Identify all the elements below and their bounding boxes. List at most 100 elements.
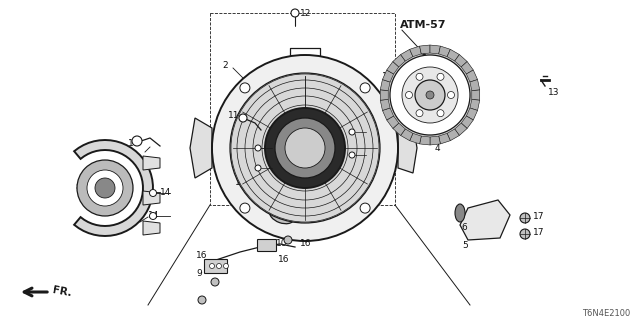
Polygon shape	[410, 46, 421, 57]
Text: 1: 1	[258, 164, 264, 172]
Circle shape	[150, 189, 157, 196]
Polygon shape	[439, 133, 451, 144]
Circle shape	[406, 92, 413, 99]
Polygon shape	[143, 156, 160, 170]
FancyBboxPatch shape	[205, 260, 227, 274]
Polygon shape	[439, 46, 451, 57]
Circle shape	[415, 80, 445, 110]
Polygon shape	[467, 108, 477, 120]
Text: 3: 3	[278, 207, 284, 217]
Circle shape	[230, 73, 380, 223]
Circle shape	[150, 212, 157, 220]
Polygon shape	[387, 116, 399, 128]
FancyBboxPatch shape	[257, 239, 276, 252]
Ellipse shape	[455, 204, 465, 222]
Text: 13: 13	[548, 87, 559, 97]
Polygon shape	[393, 123, 405, 135]
Polygon shape	[467, 70, 477, 82]
Polygon shape	[430, 45, 440, 54]
Circle shape	[402, 67, 458, 123]
Polygon shape	[380, 100, 390, 110]
Text: 14: 14	[160, 188, 172, 196]
Circle shape	[416, 110, 423, 117]
Polygon shape	[401, 49, 413, 61]
Circle shape	[132, 136, 142, 146]
Text: 18: 18	[382, 71, 394, 81]
Circle shape	[380, 45, 480, 145]
Circle shape	[240, 83, 250, 93]
Circle shape	[416, 73, 423, 80]
Circle shape	[209, 263, 214, 268]
Text: 2: 2	[222, 60, 228, 69]
Circle shape	[520, 213, 530, 223]
Polygon shape	[461, 61, 474, 74]
Text: 12: 12	[300, 9, 312, 18]
Polygon shape	[401, 129, 413, 141]
Text: 17: 17	[533, 228, 545, 236]
Text: FR.: FR.	[52, 285, 73, 299]
Circle shape	[77, 160, 133, 216]
Circle shape	[275, 118, 335, 178]
Text: 14: 14	[148, 211, 159, 220]
Polygon shape	[143, 191, 160, 205]
Text: 11: 11	[228, 110, 239, 119]
Circle shape	[349, 129, 355, 135]
Text: 6: 6	[461, 222, 467, 231]
Circle shape	[211, 278, 219, 286]
Circle shape	[437, 73, 444, 80]
Circle shape	[87, 170, 123, 206]
Text: 5: 5	[462, 241, 468, 250]
Polygon shape	[460, 200, 510, 240]
Circle shape	[95, 178, 115, 198]
Circle shape	[520, 229, 530, 239]
Text: 10: 10	[276, 238, 287, 247]
Polygon shape	[447, 129, 460, 141]
Circle shape	[285, 128, 325, 168]
Text: 15: 15	[235, 178, 246, 187]
Polygon shape	[420, 45, 430, 54]
Polygon shape	[430, 136, 440, 145]
Text: ATM-57: ATM-57	[400, 20, 447, 30]
Polygon shape	[143, 221, 160, 235]
Circle shape	[198, 296, 206, 304]
Text: T6N4E2100: T6N4E2100	[582, 309, 630, 318]
Circle shape	[447, 92, 454, 99]
Polygon shape	[383, 108, 394, 120]
Circle shape	[223, 263, 228, 268]
Circle shape	[284, 236, 292, 244]
Text: 1: 1	[363, 125, 369, 134]
Circle shape	[216, 263, 221, 268]
Text: 16: 16	[278, 255, 289, 265]
Polygon shape	[461, 116, 474, 128]
Polygon shape	[410, 133, 421, 144]
Circle shape	[360, 83, 370, 93]
Text: 7: 7	[458, 205, 464, 214]
Ellipse shape	[269, 206, 294, 224]
Polygon shape	[387, 61, 399, 74]
Circle shape	[265, 108, 345, 188]
Text: 14: 14	[128, 139, 140, 148]
Polygon shape	[383, 70, 394, 82]
Polygon shape	[380, 90, 388, 100]
Text: 16: 16	[300, 238, 312, 247]
Polygon shape	[398, 123, 417, 173]
Text: 9: 9	[196, 268, 202, 277]
Polygon shape	[454, 123, 467, 135]
Circle shape	[239, 114, 247, 122]
Circle shape	[349, 152, 355, 158]
Circle shape	[360, 203, 370, 213]
Text: 15: 15	[235, 156, 246, 164]
Text: 16: 16	[196, 251, 207, 260]
Polygon shape	[190, 118, 212, 178]
Polygon shape	[74, 140, 153, 236]
Text: 4: 4	[435, 143, 440, 153]
Polygon shape	[447, 49, 460, 61]
Polygon shape	[470, 80, 480, 91]
Text: 1: 1	[363, 148, 369, 156]
Circle shape	[212, 55, 398, 241]
Circle shape	[426, 91, 434, 99]
Circle shape	[240, 203, 250, 213]
Polygon shape	[470, 100, 480, 110]
Polygon shape	[420, 136, 430, 145]
Polygon shape	[380, 80, 390, 91]
